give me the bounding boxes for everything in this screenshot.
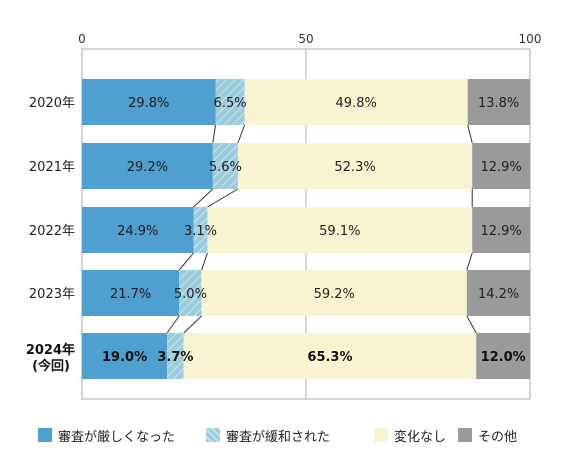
connector-line: [466, 315, 477, 334]
bar-segment: [167, 333, 184, 379]
x-tick-label-0: 0: [78, 32, 86, 46]
connector-line: [166, 315, 180, 334]
data-label: 59.1%: [319, 224, 360, 239]
data-label: 12.0%: [481, 350, 526, 365]
legend-label: 審査が緩和された: [226, 429, 331, 445]
data-label: 14.2%: [478, 287, 519, 302]
legend-swatch: [38, 428, 52, 442]
legend-label: 審査が厳しくなった: [58, 429, 176, 445]
legend-swatch: [374, 428, 388, 442]
legend: 審査が厳しくなった 審査が緩和された 変化なし その他: [38, 426, 538, 445]
data-label: 6.5%: [214, 96, 247, 111]
data-label: 59.2%: [314, 287, 355, 302]
data-label: 5.6%: [209, 160, 242, 175]
legend-item: その他: [458, 426, 538, 445]
connector-line: [212, 124, 216, 144]
connector-line: [207, 188, 239, 208]
connector-line: [183, 315, 202, 334]
category-label: 2023年: [29, 287, 75, 302]
connector-line: [466, 252, 473, 271]
data-label: 49.8%: [336, 96, 377, 111]
data-label: 5.0%: [174, 287, 207, 302]
bar-segment: [82, 143, 213, 189]
bar-segment: [82, 270, 180, 316]
connector-line: [178, 252, 194, 271]
bar-segment: [183, 333, 477, 379]
connector-line: [467, 124, 473, 144]
bar-segment: [82, 79, 216, 125]
legend-label: その他: [478, 429, 518, 445]
legend-item: 審査が緩和された: [206, 426, 374, 445]
category-sublabel: (今回): [32, 358, 70, 374]
bar-segment: [179, 270, 202, 316]
bar-segment: [244, 79, 468, 125]
bar-segment: [82, 207, 194, 253]
bar-segment: [467, 79, 530, 125]
bar-segment: [466, 270, 531, 316]
x-tick-label-50: 50: [298, 32, 313, 46]
bar-segment: [212, 143, 238, 189]
bar-segment: [472, 207, 530, 253]
legend-item: 審査が厳しくなった: [38, 426, 206, 445]
data-label: 12.9%: [480, 224, 521, 239]
data-label: 29.2%: [127, 160, 168, 175]
bar-segment: [472, 143, 530, 189]
legend-swatch: [458, 428, 472, 442]
bar-segment: [201, 270, 467, 316]
data-label: 19.0%: [102, 350, 147, 365]
data-label: 3.1%: [184, 224, 217, 239]
data-label: 12.9%: [480, 160, 521, 175]
data-label: 13.8%: [478, 96, 519, 111]
bar-segment: [237, 143, 473, 189]
data-label: 24.9%: [117, 224, 158, 239]
data-label: 21.7%: [110, 287, 151, 302]
legend-swatch: [206, 428, 220, 442]
data-label: 29.8%: [128, 96, 169, 111]
data-label: 52.3%: [334, 160, 375, 175]
x-tick-label-100: 100: [519, 32, 542, 46]
data-label: 65.3%: [307, 350, 352, 365]
legend-item: 変化なし: [374, 426, 458, 445]
legend-label: 変化なし: [394, 429, 447, 445]
bar-segment: [215, 79, 245, 125]
connector-line: [193, 188, 214, 208]
bar-segment: [82, 333, 168, 379]
bar-segment: [207, 207, 473, 253]
category-label: 2021年: [29, 160, 75, 175]
bar-segment: [193, 207, 208, 253]
category-label: 2024年: [26, 342, 75, 358]
category-label: 2022年: [29, 224, 75, 239]
bar-segment: [476, 333, 530, 379]
category-label: 2020年: [29, 96, 75, 111]
data-label: 3.7%: [157, 350, 193, 365]
connector-line: [237, 124, 246, 144]
connector-line: [201, 252, 208, 271]
